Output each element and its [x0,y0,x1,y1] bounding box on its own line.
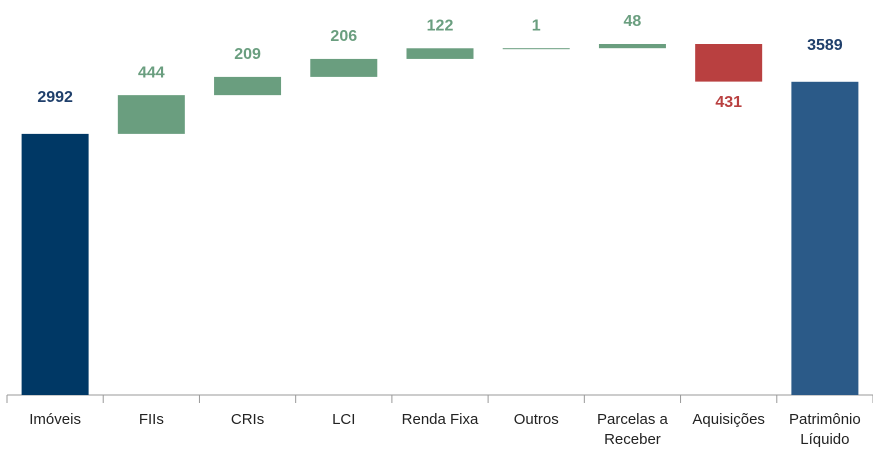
x-tick-label: CRIs [230,411,265,428]
x-tick-label: LCI [332,411,356,428]
x-tick-label: Parcelas a Receber [597,411,668,448]
x-tick-label: Outros [513,411,559,428]
bar [598,44,666,49]
x-tick-label: FIIs [138,411,164,428]
x-tick-label: Imóveis [29,411,81,428]
bar [21,133,89,395]
x-tick-label: Patrimônio Líquido [789,411,861,448]
x-tick-label: Renda Fixa [401,411,479,428]
data-label: 2992 [37,89,73,106]
bar [310,58,378,77]
bar [695,44,763,82]
data-label: 122 [427,17,454,34]
data-label: 444 [138,64,165,81]
bar [214,76,282,96]
data-label: 48 [624,13,642,30]
bar [791,81,859,396]
bar [117,95,185,134]
bar [502,48,570,50]
data-label: 431 [715,94,742,111]
data-label: 209 [234,46,261,63]
bar [406,48,474,59]
data-label: 206 [330,28,357,45]
x-tick-label: Aquisições [692,411,765,428]
data-label: 1 [532,17,541,34]
data-label: 3589 [807,37,843,54]
